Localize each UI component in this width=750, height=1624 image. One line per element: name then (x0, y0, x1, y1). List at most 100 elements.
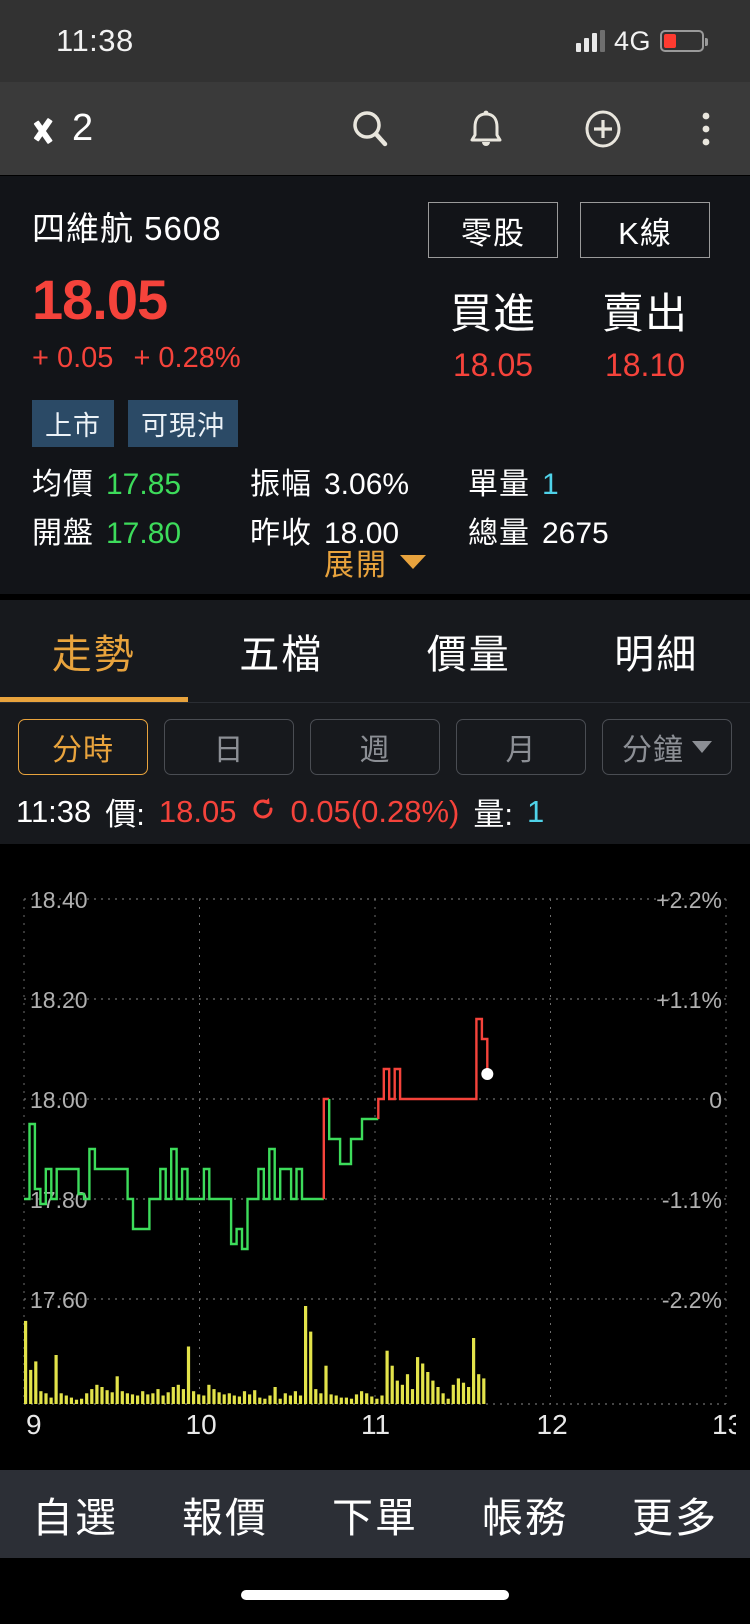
timeframe-week[interactable]: 週 (310, 719, 440, 775)
intraday-chart[interactable]: 18.40 +2.2% 18.20 +1.1% 18.00 0 17.80 -1.1% 17.6… (14, 844, 736, 1444)
signal-bars-icon (575, 30, 605, 52)
odd-lot-button[interactable]: 零股 (428, 202, 558, 258)
bottom-nav-account[interactable]: 帳務 (482, 1495, 568, 1541)
stock-name-code: 四維航 5608 (32, 210, 222, 247)
stat-avg-price: 均價 17.85 (32, 461, 250, 510)
quote-left: 四維航 5608 18.05 + 0.05 + 0.28% (32, 202, 402, 384)
price-change-percent: + 0.28% (133, 342, 241, 374)
info-change: 0.05(0.28%) (290, 793, 460, 829)
svg-text:-2.2%: -2.2% (662, 1287, 722, 1313)
status-badge: 可現沖 (128, 400, 238, 447)
stats-row: 開盤 17.80 昨收 18.00 總量 2675 (32, 510, 718, 559)
bid-ask-row: 買進 18.05 賣出 18.10 (402, 280, 718, 384)
bottom-nav: 自選 報價 下單 帳務 更多 (0, 1470, 750, 1558)
chevron-down-icon (692, 741, 712, 753)
last-price: 18.05 (32, 268, 168, 331)
svg-text:10: 10 (186, 1409, 217, 1440)
bottom-nav-watchlist[interactable]: 自選 (32, 1495, 118, 1541)
stat-label: 總量 (468, 516, 530, 550)
svg-text:+1.1%: +1.1% (656, 987, 722, 1013)
stats-row: 均價 17.85 振幅 3.06% 單量 1 (32, 461, 718, 510)
bottom-nav-order[interactable]: 下單 (332, 1495, 418, 1541)
bid-value: 18.05 (452, 347, 534, 383)
section-tabs: 走勢 五檔 價量 明細 (0, 594, 750, 702)
home-indicator (241, 1590, 509, 1600)
chart-info-line: 11:38 價: 18.05 0.05(0.28%) 量: 1 (0, 789, 750, 844)
timeframe-month[interactable]: 月 (456, 719, 586, 775)
stat-open: 開盤 17.80 (32, 510, 250, 559)
stat-total-volume: 總量 2675 (468, 510, 609, 559)
quote-action-buttons: 零股 K線 (402, 202, 718, 258)
svg-text:12: 12 (537, 1409, 568, 1440)
nav-bar: 2 (0, 82, 750, 176)
svg-text:+2.2%: +2.2% (656, 887, 722, 913)
status-badge: 上市 (32, 400, 114, 447)
stat-value: 17.80 (106, 516, 182, 550)
quote-stats-table: 均價 17.85 振幅 3.06% 單量 1 開盤 17.80 昨收 (32, 461, 718, 558)
quote-right: 零股 K線 買進 18.05 賣出 18.10 (402, 202, 718, 384)
price-change-row: + 0.05 + 0.28% (32, 342, 402, 375)
info-price-value: 18.05 (158, 793, 237, 829)
kline-button[interactable]: K線 (580, 202, 710, 258)
tab-five-levels[interactable]: 五檔 (239, 633, 324, 677)
svg-text:18.00: 18.00 (30, 1087, 88, 1113)
bid-label: 買進 (449, 290, 536, 337)
chevron-left-icon (34, 110, 56, 148)
ask-label: 賣出 (601, 290, 688, 337)
stat-prev-close: 昨收 18.00 (250, 510, 468, 559)
stat-single-volume: 單量 1 (468, 461, 559, 510)
status-bar: 11:38 4G (0, 0, 750, 82)
bottom-nav-more[interactable]: 更多 (632, 1495, 718, 1541)
stat-label: 振幅 (250, 468, 312, 501)
network-type-label: 4G (613, 25, 651, 56)
stat-value: 2675 (542, 516, 609, 550)
back-count-label: 2 (72, 107, 94, 149)
more-vertical-icon[interactable] (698, 107, 714, 151)
svg-text:18.40: 18.40 (30, 887, 88, 913)
expand-toggle[interactable]: 展開 (0, 540, 750, 584)
back-button[interactable]: 2 (34, 107, 93, 150)
battery-low-icon (660, 30, 708, 52)
stat-label: 均價 (32, 468, 94, 501)
bell-icon[interactable] (464, 107, 508, 151)
svg-text:9: 9 (26, 1409, 42, 1440)
info-volume-value: 1 (527, 793, 545, 829)
stat-value: 3.06% (324, 468, 410, 501)
stat-value: 17.85 (106, 468, 182, 501)
timeframe-bar: 分時 日 週 月 分鐘 (0, 702, 750, 789)
search-icon[interactable] (348, 107, 392, 151)
status-badges: 上市 可現沖 (32, 400, 718, 447)
svg-text:-1.1%: -1.1% (662, 1187, 722, 1213)
timeframe-minute-select[interactable]: 分鐘 (602, 719, 732, 775)
chart-canvas: 18.40 +2.2%18.20 +1.1%18.00 017.80 -1.1%17.6… (23, 887, 736, 1440)
timeframe-intraday[interactable]: 分時 (18, 719, 148, 775)
stat-value: 18.00 (324, 516, 400, 550)
quote-top: 四維航 5608 18.05 + 0.05 + 0.28% 零股 K線 買進 1… (32, 202, 718, 384)
bid-block[interactable]: 買進 18.05 (428, 280, 558, 384)
svg-text:17.60: 17.60 (30, 1287, 88, 1313)
tab-details[interactable]: 明細 (614, 633, 699, 677)
status-time: 11:38 (56, 23, 134, 58)
stat-value: 1 (542, 468, 559, 501)
ask-block[interactable]: 賣出 18.10 (580, 280, 710, 384)
plus-circle-icon[interactable] (580, 106, 626, 152)
bottom-nav-quotes[interactable]: 報價 (182, 1495, 268, 1541)
tab-trend[interactable]: 走勢 (0, 600, 188, 702)
stat-label: 昨收 (250, 516, 312, 550)
refresh-icon (250, 794, 276, 830)
tab-price-volume[interactable]: 價量 (426, 633, 511, 677)
svg-text:13: 13 (712, 1409, 736, 1440)
ask-value: 18.10 (604, 347, 686, 383)
info-time: 11:38 (16, 793, 92, 829)
timeframe-day[interactable]: 日 (164, 719, 294, 775)
svg-text:11: 11 (361, 1409, 390, 1440)
nav-actions (348, 106, 714, 152)
svg-text:0: 0 (709, 1087, 722, 1113)
quote-panel: 四維航 5608 18.05 + 0.05 + 0.28% 零股 K線 買進 1… (0, 176, 750, 594)
status-indicators: 4G (575, 25, 708, 57)
timeframe-minute-label: 分鐘 (622, 734, 684, 767)
stat-label: 單量 (468, 468, 530, 501)
svg-text:18.20: 18.20 (30, 987, 88, 1013)
expand-label: 展開 (324, 549, 388, 582)
